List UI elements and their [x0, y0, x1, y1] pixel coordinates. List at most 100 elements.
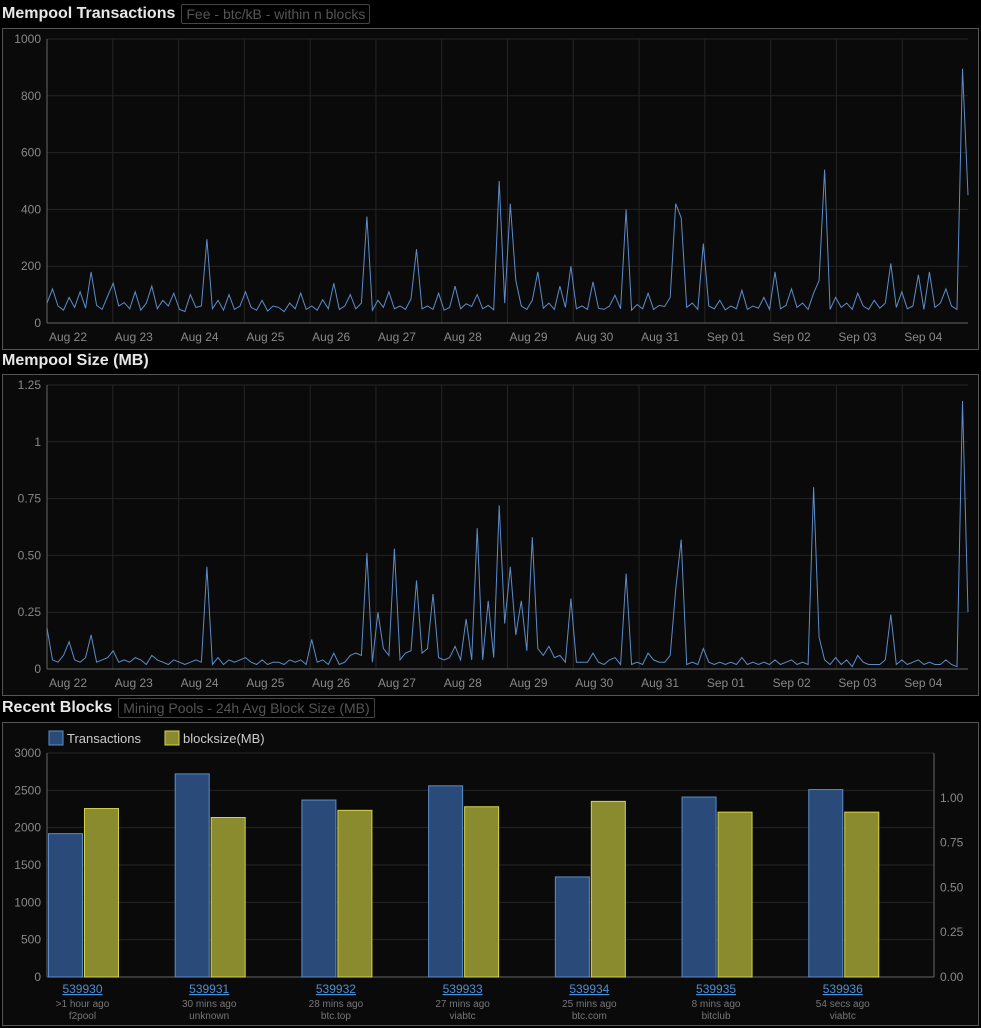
x-tick-label: Aug 31	[641, 330, 679, 344]
x-tick-label: Aug 26	[312, 330, 350, 344]
bar-transactions	[302, 800, 336, 977]
block-height-link[interactable]: 539930	[62, 982, 102, 996]
block-height-link[interactable]: 539935	[696, 982, 736, 996]
x-tick-label: Aug 29	[510, 330, 548, 344]
block-pool: btc.com	[572, 1011, 607, 1022]
bar-transactions	[48, 834, 82, 977]
block-pool: bitclub	[702, 1011, 731, 1022]
x-tick-label: Aug 29	[510, 676, 548, 690]
block-age: 28 mins ago	[309, 999, 364, 1010]
bar-transactions	[429, 786, 463, 977]
y-tick-label: 0.75	[18, 492, 42, 506]
bar-blocksize	[591, 801, 625, 977]
y-tick-label: 400	[21, 202, 41, 216]
y2-tick-label: 0.75	[940, 836, 964, 850]
bar-transactions	[809, 790, 843, 977]
recent-blocks-header: Recent Blocks Mining Pools - 24h Avg Blo…	[2, 698, 979, 718]
y-tick-label: 0	[34, 316, 41, 330]
x-tick-label: Aug 25	[246, 330, 284, 344]
legend-swatch-blocksize	[165, 731, 179, 745]
x-tick-label: Sep 02	[773, 676, 811, 690]
y2-tick-label: 0.00	[940, 970, 964, 984]
bar-blocksize	[718, 812, 752, 977]
block-height-link[interactable]: 539936	[823, 982, 863, 996]
y-tick-label: 2000	[14, 821, 41, 835]
x-tick-label: Aug 24	[181, 676, 219, 690]
bar-blocksize	[845, 812, 879, 977]
y-tick-label: 1	[34, 435, 41, 449]
recent-blocks-title: Recent Blocks	[2, 699, 112, 717]
x-tick-label: Aug 22	[49, 330, 87, 344]
bar-transactions	[175, 774, 209, 977]
x-tick-label: Aug 30	[575, 676, 613, 690]
block-age: >1 hour ago	[56, 999, 110, 1010]
recent-blocks-subtitle[interactable]: Mining Pools - 24h Avg Block Size (MB)	[118, 698, 374, 718]
bar-blocksize	[338, 810, 372, 977]
y-tick-label: 3000	[14, 746, 41, 760]
x-tick-label: Sep 04	[904, 330, 942, 344]
y-tick-label: 1500	[14, 858, 41, 872]
block-height-link[interactable]: 539933	[443, 982, 483, 996]
mempool-tx-subtitle[interactable]: Fee - btc/kB - within n blocks	[181, 4, 370, 24]
bar-blocksize	[84, 809, 118, 977]
y-tick-label: 800	[21, 89, 41, 103]
block-age: 8 mins ago	[692, 999, 741, 1010]
bar-blocksize	[211, 818, 245, 977]
bar-blocksize	[465, 807, 499, 977]
block-pool: viabtc	[450, 1011, 476, 1022]
mempool-size-chart: 0 0.25 0.50 0.75 1 1.25 Aug 22 Aug 23 Aug 24 Aug …	[2, 374, 979, 696]
block-age: 27 mins ago	[435, 999, 490, 1010]
y-tick-label: 200	[21, 259, 41, 273]
x-tick-label: Sep 02	[773, 330, 811, 344]
y-tick-label: 0.50	[18, 548, 42, 562]
mempool-tx-header: Mempool Transactions Fee - btc/kB - with…	[2, 4, 979, 24]
legend: Transactions blocksize(MB)	[49, 731, 265, 746]
x-tick-label: Aug 28	[444, 676, 482, 690]
x-tick-label: Sep 04	[904, 676, 942, 690]
bar-transactions	[682, 797, 716, 977]
mempool-tx-chart: 0 200 400 600 800 1000 Aug 22 Aug 23 Aug 24 Aug 2…	[2, 28, 979, 350]
recent-blocks-chart: Transactionsblocksize(MB)050010001500200…	[2, 722, 979, 1026]
y-tick-label: 1.25	[18, 378, 42, 392]
x-tick-label: Sep 03	[838, 676, 876, 690]
x-tick-label: Aug 22	[49, 676, 87, 690]
block-pool: btc.top	[321, 1011, 351, 1022]
y-tick-label: 0	[34, 662, 41, 676]
mempool-size-title: Mempool Size (MB)	[2, 352, 149, 370]
block-age: 25 mins ago	[562, 999, 617, 1010]
y-tick-label: 0	[34, 970, 41, 984]
x-tick-label: Sep 01	[707, 330, 745, 344]
legend-label-blocksize: blocksize(MB)	[183, 731, 265, 746]
x-tick-label: Sep 03	[838, 330, 876, 344]
x-tick-label: Aug 27	[378, 330, 416, 344]
x-tick-label: Aug 31	[641, 676, 679, 690]
x-tick-label: Aug 25	[246, 676, 284, 690]
y2-tick-label: 0.25	[940, 925, 964, 939]
block-pool: unknown	[189, 1011, 229, 1022]
x-tick-label: Aug 30	[575, 330, 613, 344]
x-tick-label: Aug 23	[115, 330, 153, 344]
x-tick-label: Aug 28	[444, 330, 482, 344]
block-age: 30 mins ago	[182, 999, 237, 1010]
x-tick-label: Aug 24	[181, 330, 219, 344]
y-tick-label: 1000	[14, 32, 41, 46]
legend-swatch-transactions	[49, 731, 63, 745]
x-tick-label: Sep 01	[707, 676, 745, 690]
y-tick-label: 500	[21, 933, 41, 947]
block-height-link[interactable]: 539932	[316, 982, 356, 996]
bar-transactions	[555, 877, 589, 977]
block-height-link[interactable]: 539931	[189, 982, 229, 996]
x-tick-label: Aug 23	[115, 676, 153, 690]
block-pool: f2pool	[69, 1011, 96, 1022]
x-tick-label: Aug 27	[378, 676, 416, 690]
block-age: 54 secs ago	[816, 999, 870, 1010]
block-height-link[interactable]: 539934	[569, 982, 609, 996]
y2-tick-label: 0.50	[940, 880, 964, 894]
y-tick-label: 0.25	[18, 605, 42, 619]
x-tick-label: Aug 26	[312, 676, 350, 690]
y-tick-label: 600	[21, 146, 41, 160]
mempool-tx-title: Mempool Transactions	[2, 5, 175, 23]
y-tick-label: 2500	[14, 783, 41, 797]
y2-tick-label: 1.00	[940, 791, 964, 805]
legend-label-transactions: Transactions	[67, 731, 141, 746]
